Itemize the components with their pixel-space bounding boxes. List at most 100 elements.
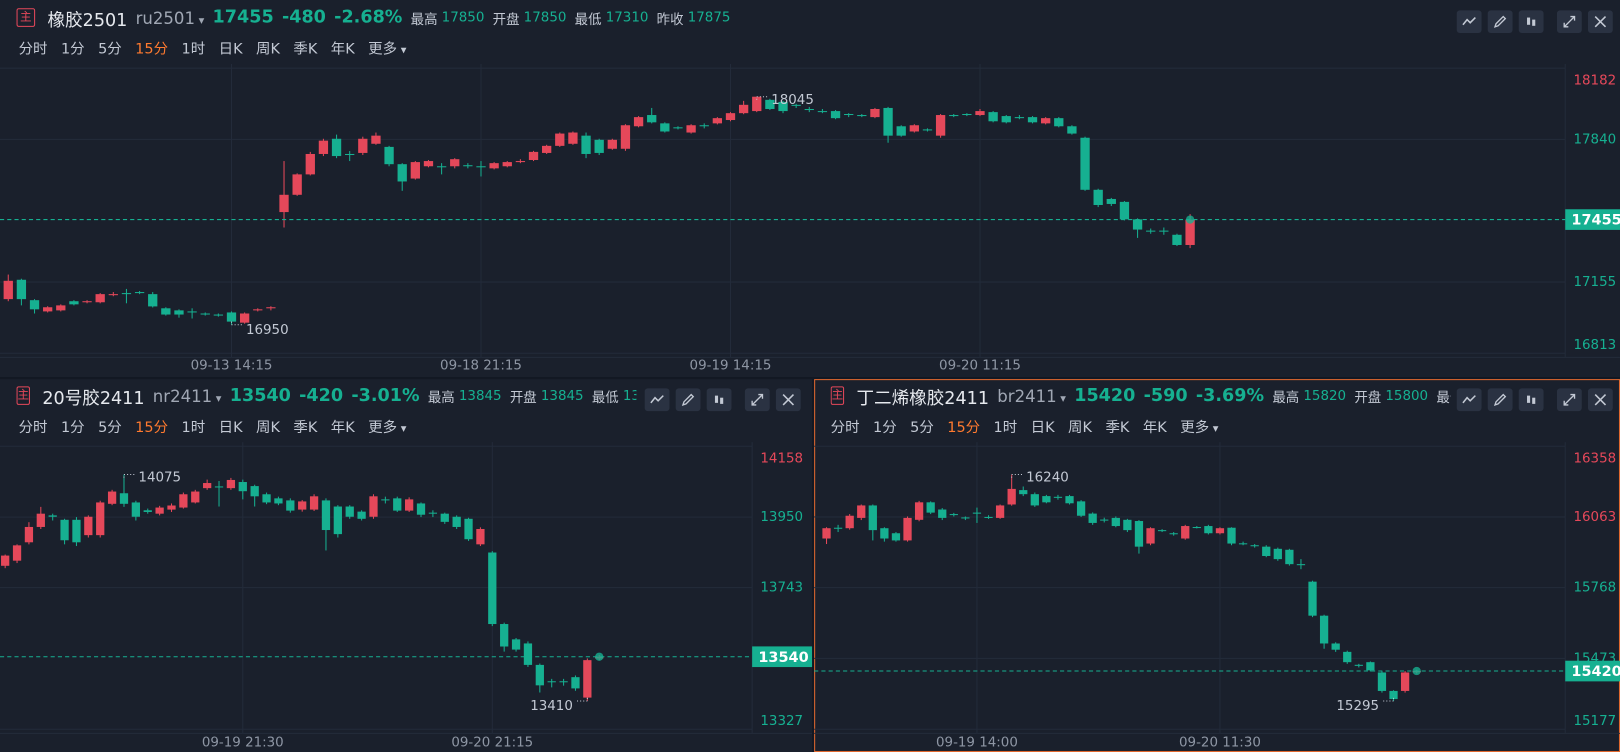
period-tab[interactable]: 日K: [1030, 419, 1055, 436]
candle-body: [1014, 117, 1025, 119]
period-tab[interactable]: 1分: [60, 419, 85, 436]
stat-label: 开盘: [1354, 389, 1382, 406]
period-tab[interactable]: 周K: [1068, 419, 1093, 436]
candle-body: [1119, 201, 1130, 220]
period-tab[interactable]: 季K: [1105, 419, 1130, 436]
candle-body: [476, 529, 485, 545]
period-tab[interactable]: 周K: [255, 41, 280, 58]
maximize-button[interactable]: [1556, 388, 1582, 412]
candle-body: [358, 138, 368, 153]
candle-body: [1106, 198, 1116, 204]
candle-body: [226, 312, 237, 322]
quote-header: 主20号胶2411nr241113540-420-3.01%最高13845开盘1…: [16, 383, 636, 408]
chart-type-button[interactable]: [1518, 10, 1544, 34]
stat-value: 15820: [1303, 387, 1347, 404]
window-controls: [1556, 10, 1613, 34]
candle-body: [511, 639, 521, 650]
period-tab[interactable]: 年K: [330, 419, 355, 436]
draw-button[interactable]: [1487, 10, 1513, 34]
candle-body: [778, 101, 788, 112]
stat-label: 开盘: [492, 11, 520, 28]
candle-body: [452, 516, 461, 527]
period-tab[interactable]: 1时: [181, 419, 206, 436]
candle-body: [279, 194, 289, 213]
contract-code[interactable]: nr2411: [153, 386, 222, 406]
close-button[interactable]: [1587, 388, 1613, 412]
candle-body: [3, 280, 13, 300]
period-tab[interactable]: 更多: [1180, 416, 1218, 437]
period-tab[interactable]: 更多: [368, 416, 406, 437]
period-tab[interactable]: 分时: [18, 41, 48, 58]
indicator-button[interactable]: [1456, 10, 1482, 34]
period-tab[interactable]: 分时: [830, 419, 860, 436]
maximize-button[interactable]: [1556, 10, 1582, 34]
y-tick-label: 15177: [1574, 714, 1617, 729]
stat-value: 17875: [687, 9, 731, 26]
candle-body: [16, 279, 27, 300]
low-leader: [1381, 697, 1395, 702]
close-button[interactable]: [775, 388, 801, 412]
period-tab[interactable]: 分时: [18, 419, 48, 436]
contract-code[interactable]: br2411: [997, 386, 1066, 406]
stat-value: 13845: [458, 387, 502, 404]
candle-body: [476, 166, 486, 168]
period-tab[interactable]: 15分: [135, 41, 169, 58]
period-tab[interactable]: 1分: [60, 41, 85, 58]
candle-body: [450, 159, 460, 167]
period-tab[interactable]: 1时: [181, 41, 206, 58]
panel-bg: [814, 379, 1620, 752]
period-tab[interactable]: 日K: [218, 41, 243, 58]
period-tab[interactable]: 年K: [1142, 419, 1167, 436]
candle-body: [502, 162, 512, 167]
last-price: 17455: [212, 7, 274, 28]
candle-body: [594, 139, 604, 153]
draw-button[interactable]: [675, 388, 701, 412]
period-tab[interactable]: 年K: [330, 41, 355, 58]
indicator-button[interactable]: [1456, 388, 1482, 412]
indicator-button[interactable]: [644, 388, 670, 412]
candle-body: [1053, 496, 1063, 498]
candle-body: [148, 294, 158, 307]
contract-code[interactable]: ru2501: [136, 8, 205, 28]
period-tab[interactable]: 5分: [98, 419, 122, 436]
chart-type-button[interactable]: [706, 388, 732, 412]
period-tab[interactable]: 1分: [873, 419, 897, 436]
candle-body: [36, 513, 45, 527]
close-button[interactable]: [1587, 10, 1613, 34]
candle-body: [428, 512, 438, 514]
candle-body: [523, 643, 533, 665]
period-tab[interactable]: 季K: [293, 41, 318, 58]
change-percent: -3.01%: [351, 385, 420, 406]
period-tab[interactable]: 5分: [98, 41, 122, 58]
panel-focus-border: [814, 379, 1620, 752]
candle-body: [298, 501, 307, 510]
candle-body: [226, 479, 236, 489]
period-tab[interactable]: 季K: [293, 419, 318, 436]
period-tab[interactable]: 更多: [368, 38, 406, 59]
candle-body: [95, 294, 105, 303]
maximize-button[interactable]: [744, 388, 770, 412]
period-tab[interactable]: 15分: [135, 419, 169, 436]
period-tab[interactable]: 15分: [947, 419, 981, 436]
draw-button[interactable]: [1487, 388, 1513, 412]
x-tick-label: 09-20 11:15: [939, 359, 1021, 374]
x-tick-label: 09-13 14:15: [191, 359, 273, 374]
period-tab[interactable]: 日K: [218, 419, 243, 436]
candle-body: [357, 511, 366, 519]
chart-type-button[interactable]: [1518, 388, 1544, 412]
candle-body: [903, 517, 912, 541]
candle-body: [699, 125, 709, 127]
candle-body: [121, 293, 132, 295]
candle-body: [581, 135, 591, 154]
period-tab[interactable]: 周K: [255, 419, 280, 436]
candle-body: [528, 151, 539, 161]
price-change: -590: [1143, 385, 1188, 406]
period-tab[interactable]: 5分: [910, 419, 934, 436]
candle-body: [12, 545, 22, 561]
candle-body: [1132, 219, 1143, 230]
candle-body: [673, 127, 683, 129]
candle-body: [43, 307, 53, 312]
candle-body: [1331, 643, 1340, 650]
period-tab[interactable]: 1时: [993, 419, 1018, 436]
candle-body: [938, 509, 947, 518]
